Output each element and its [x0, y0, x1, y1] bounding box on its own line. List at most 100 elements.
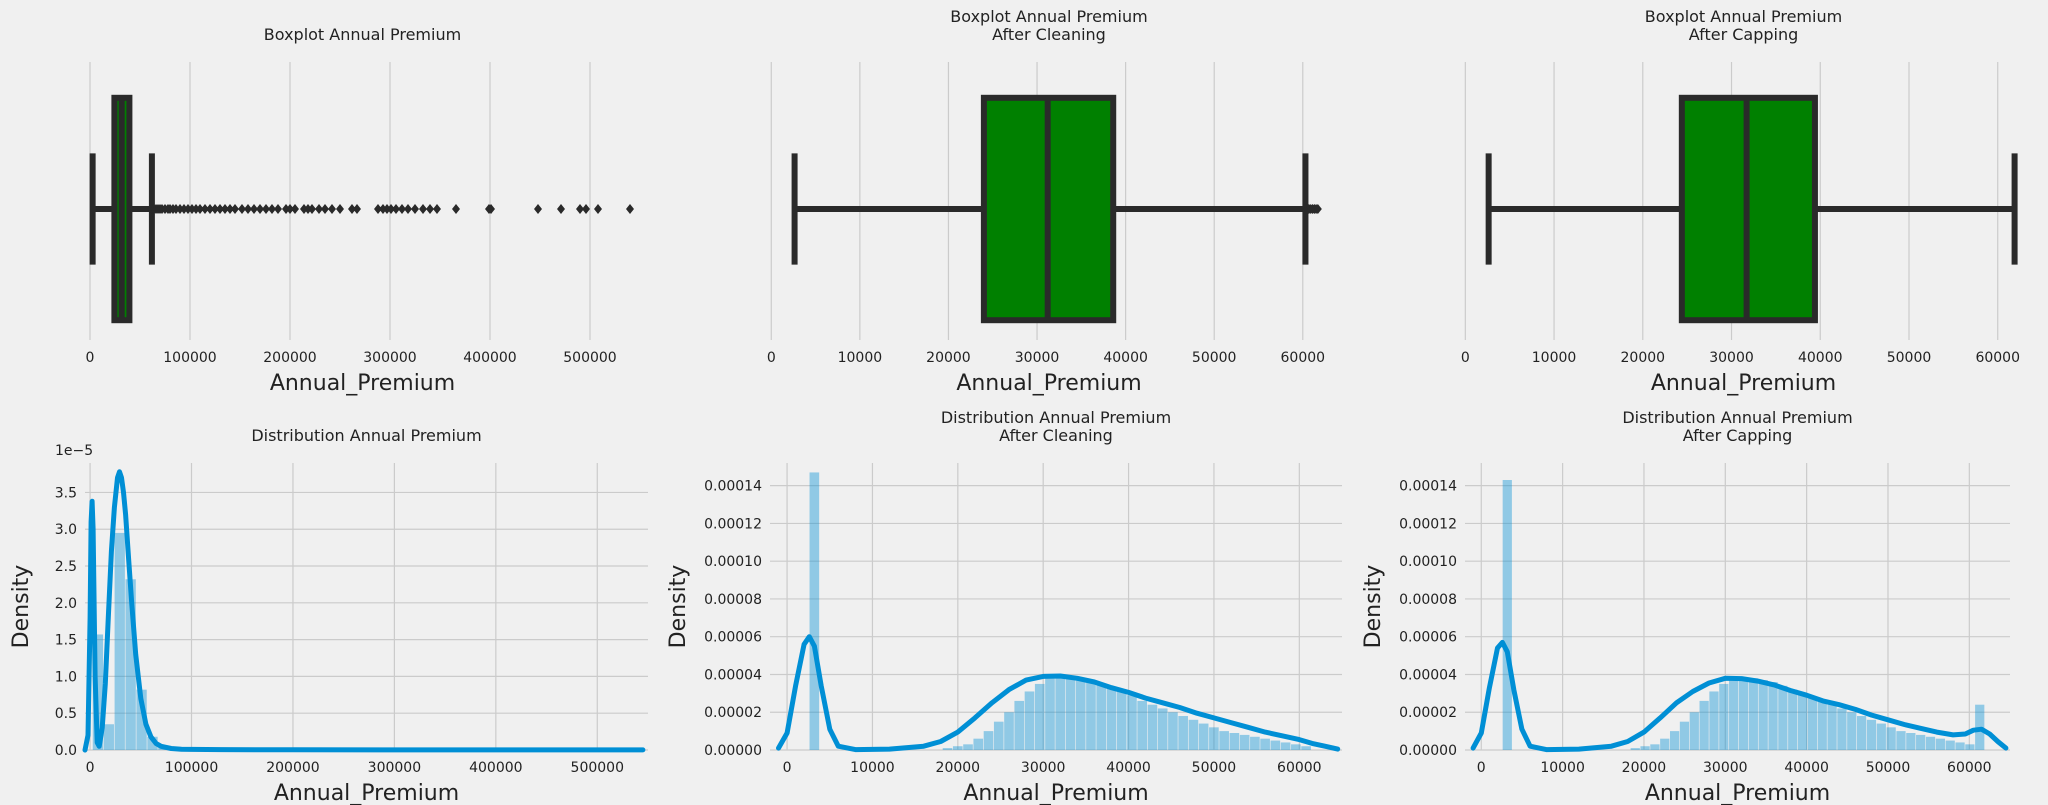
y-tick-label: 0.00004 — [1399, 667, 1457, 683]
outlier-point — [392, 204, 400, 214]
chart-title: Boxplot Annual Premium After Capping — [1645, 7, 1842, 44]
histogram-bar — [136, 689, 147, 750]
x-tick-label: 0 — [767, 350, 776, 366]
x-tick-label: 500000 — [571, 760, 624, 776]
histogram-bar — [973, 738, 984, 750]
x-tick-label: 0 — [1461, 350, 1470, 366]
outlier-point — [426, 204, 434, 214]
y-tick-label: 0.00004 — [704, 667, 762, 683]
outlier-point — [594, 204, 602, 214]
histogram-bar — [1127, 695, 1137, 750]
outlier-point — [387, 204, 395, 214]
x-axis-label: Annual_Premium — [270, 371, 455, 396]
histogram-bar — [1004, 712, 1014, 750]
histogram-bar — [1758, 680, 1768, 750]
y-axis-label: Density — [9, 565, 34, 649]
histogram-bar — [1729, 680, 1739, 750]
outlier-point — [256, 204, 264, 214]
histogram-bar — [1847, 712, 1857, 750]
x-tick-label: 30000 — [1709, 350, 1754, 366]
outlier-point — [226, 204, 234, 214]
chart-title-line: Distribution Annual Premium — [251, 426, 481, 445]
x-tick-label: 40000 — [1106, 760, 1151, 776]
outlier-point — [216, 204, 224, 214]
histogram-bar — [1955, 742, 1965, 750]
x-tick-label: 300000 — [363, 350, 416, 366]
subplot-2: Boxplot Annual Premium After Cleaning 0 100… — [767, 7, 1325, 396]
y-tick-label: 0.00006 — [704, 630, 762, 646]
histogram-bar — [1837, 708, 1847, 750]
y-tick-label: 0.00008 — [1399, 592, 1457, 608]
outlier-point — [308, 204, 316, 214]
x-tick-label: 500000 — [563, 350, 616, 366]
x-tick-label: 30000 — [1703, 760, 1748, 776]
chart-title: Boxplot Annual Premium — [264, 25, 461, 44]
outlier-point — [262, 204, 270, 214]
histogram-bar — [147, 736, 158, 750]
histogram-bar — [1965, 744, 1975, 750]
subplot-6: Distribution Annual Premium After Capping… — [1361, 408, 2010, 805]
histogram-bar — [1699, 700, 1709, 750]
outlier-point — [411, 204, 419, 214]
x-axis-label: Annual_Premium — [963, 781, 1148, 805]
histogram-bar — [103, 724, 114, 750]
histogram-bar — [1168, 712, 1178, 750]
x-tick-label: 400000 — [469, 760, 522, 776]
histogram-bar — [1768, 682, 1778, 750]
y-tick-label: 0.00000 — [704, 743, 762, 759]
histogram-bar — [1886, 727, 1896, 750]
histogram-bar — [125, 579, 136, 750]
kde-curve — [776, 634, 1341, 753]
x-tick-label: 20000 — [1622, 760, 1667, 776]
histogram-bar — [1738, 678, 1749, 750]
outlier-point — [244, 204, 252, 214]
outlier-point — [398, 204, 406, 214]
outlier-point — [557, 204, 565, 214]
histogram-bar — [1024, 691, 1035, 750]
chart-title-line: After Capping — [1683, 426, 1793, 445]
x-tick-label: 100000 — [165, 760, 218, 776]
histogram-bar — [1788, 689, 1798, 750]
histogram-bar — [1935, 738, 1945, 750]
y-tick-label: 1.5 — [55, 633, 77, 649]
outlier-point — [419, 204, 427, 214]
y-tick-label: 0.0 — [55, 743, 77, 759]
histogram-bar — [1096, 683, 1107, 750]
outlier-point — [315, 204, 323, 214]
x-tick-label: 60000 — [1281, 350, 1326, 366]
outlier-point — [211, 204, 219, 214]
chart-title: Distribution Annual Premium After Capping — [1622, 408, 1852, 445]
outlier-point — [201, 204, 209, 214]
x-tick-label: 20000 — [936, 760, 981, 776]
chart-title: Distribution Annual Premium After Cleanin… — [941, 408, 1171, 445]
subplot-4: Distribution Annual Premium 0 100000 200000… — [9, 426, 648, 805]
chart-title-line: After Cleaning — [999, 426, 1113, 445]
x-tick-label: 60000 — [1277, 760, 1322, 776]
outlier-point — [487, 204, 495, 214]
outlier-point — [582, 204, 590, 214]
y-axis-label: Density — [666, 565, 691, 649]
histogram-bar — [1906, 733, 1916, 750]
histogram-bar — [1679, 721, 1690, 750]
y-tick-label: 2.0 — [55, 596, 77, 612]
histogram-bar — [983, 731, 994, 750]
x-tick-label: 30000 — [1021, 760, 1066, 776]
chart-title-line: After Capping — [1689, 25, 1799, 44]
histogram-bar — [1209, 727, 1219, 750]
kde-curve — [1470, 639, 2009, 753]
outlier-point — [1313, 204, 1322, 214]
x-tick-label: 40000 — [1784, 760, 1829, 776]
x-tick-label: 0 — [86, 760, 95, 776]
y-offset-text: 1e−5 — [55, 443, 93, 459]
histogram-bar — [1817, 700, 1827, 750]
x-tick-label: 0 — [1477, 760, 1486, 776]
histogram-bar — [952, 746, 963, 750]
outlier-point — [336, 204, 344, 214]
histogram-bar — [1669, 731, 1680, 750]
outlier-point — [348, 204, 356, 214]
outlier-point — [576, 204, 584, 214]
chart-title-line: Boxplot Annual Premium — [950, 7, 1147, 26]
histogram-bar — [993, 721, 1004, 750]
y-tick-label: 0.00006 — [1399, 630, 1457, 646]
x-tick-label: 50000 — [1192, 350, 1237, 366]
